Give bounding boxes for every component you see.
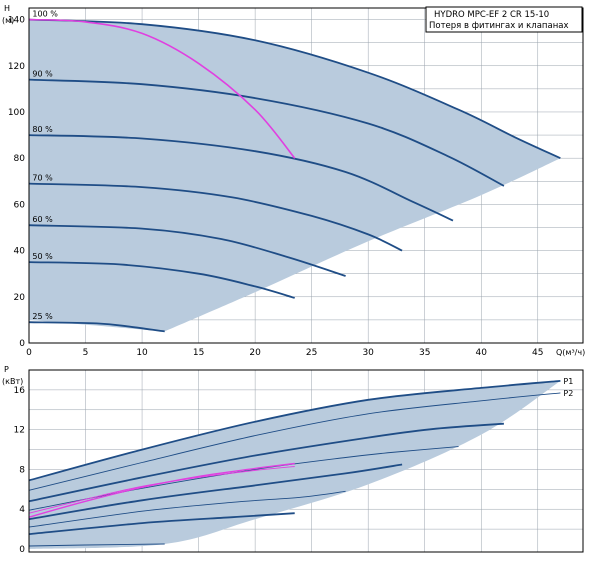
head-curve-6 xyxy=(28,321,165,333)
legend-note: Потеря в фитингах и клапанах xyxy=(429,21,569,31)
head-x-tick: 5 xyxy=(83,348,89,358)
power-curve-4 xyxy=(28,463,403,521)
power-curve-label-1: P2 xyxy=(563,389,573,398)
head-curve-4 xyxy=(28,224,346,277)
speed-label-3: 70 % xyxy=(32,174,53,183)
speed-label-4: 60 % xyxy=(32,215,53,224)
head-x-tick: 45 xyxy=(532,348,543,358)
head-curve-1 xyxy=(28,78,505,187)
power-curve-7 xyxy=(28,543,165,547)
power-curve-5 xyxy=(28,490,346,528)
head-y-ticks: 0 20 40 60 80 100 120 140 xyxy=(8,16,25,349)
power-curve-6 xyxy=(28,512,295,535)
head-y-tick: 20 xyxy=(14,293,26,303)
head-system-curve xyxy=(28,18,296,159)
head-y-tick: 80 xyxy=(14,154,26,164)
power-plot-frame xyxy=(28,369,584,553)
legend-box xyxy=(425,6,583,33)
head-x-tick: 35 xyxy=(419,348,430,358)
speed-label-5: 50 % xyxy=(32,252,53,261)
head-y-unit: (м) xyxy=(2,16,14,25)
head-plot-frame xyxy=(28,7,584,344)
head-x-tick: 20 xyxy=(249,348,261,358)
head-curve-3 xyxy=(28,182,403,252)
head-curves xyxy=(28,18,561,333)
power-y-tick: 0 xyxy=(19,545,25,555)
speed-label-1: 90 % xyxy=(32,70,53,79)
power-curve-1 xyxy=(28,392,561,491)
power-y-label: P xyxy=(4,365,9,374)
power-y-tick: 8 xyxy=(19,465,25,475)
head-y-tick: 60 xyxy=(14,200,26,210)
head-plot: 100 % 90 % 80 % 70 % 60 % 50 % 25 % 0 20 40 60 80 1… xyxy=(2,4,585,358)
power-y-tick: 12 xyxy=(14,426,25,436)
power-curves xyxy=(28,380,561,547)
power-operating-envelope xyxy=(29,380,561,549)
head-x-tick: 10 xyxy=(136,348,148,358)
head-y-tick: 0 xyxy=(19,339,25,349)
head-curve-0 xyxy=(28,18,561,160)
power-y-tick: 4 xyxy=(19,505,25,515)
head-x-tick: 40 xyxy=(476,348,488,358)
head-y-tick: 140 xyxy=(8,16,25,26)
head-operating-envelope xyxy=(29,19,561,332)
power-y-unit: (кВт) xyxy=(2,377,23,386)
speed-label-6: 25 % xyxy=(32,312,53,321)
head-curve-2 xyxy=(28,134,454,222)
power-y-tick: 16 xyxy=(14,386,26,396)
speed-label-2: 80 % xyxy=(32,125,53,134)
head-y-tick: 120 xyxy=(8,62,25,72)
power-curve-0 xyxy=(28,380,561,482)
head-y-label: H xyxy=(4,4,10,13)
legend-model: HYDRO MPC-EF 2 CR 15-10 xyxy=(434,10,549,20)
head-x-tick: 25 xyxy=(306,348,317,358)
power-curve-label-0: P1 xyxy=(563,377,573,386)
speed-labels: 100 % 90 % 80 % 70 % 60 % 50 % 25 % xyxy=(32,10,58,322)
speed-label-0: 100 % xyxy=(32,10,58,19)
head-x-ticks: 0 5 10 15 20 25 30 35 40 45 xyxy=(26,348,543,358)
head-x-tick: 30 xyxy=(362,348,374,358)
power-system-curve-2 xyxy=(28,466,295,514)
power-y-ticks: 0 4 8 12 16 xyxy=(14,386,26,555)
power-curve-2 xyxy=(28,422,504,503)
head-y-tick: 100 xyxy=(8,108,25,118)
head-x-tick: 15 xyxy=(193,348,204,358)
head-y-tick: 40 xyxy=(14,247,26,257)
head-x-tick: 0 xyxy=(26,348,32,358)
head-x-label: Q(м³/ч) xyxy=(556,348,585,357)
head-curve-5 xyxy=(28,261,295,299)
